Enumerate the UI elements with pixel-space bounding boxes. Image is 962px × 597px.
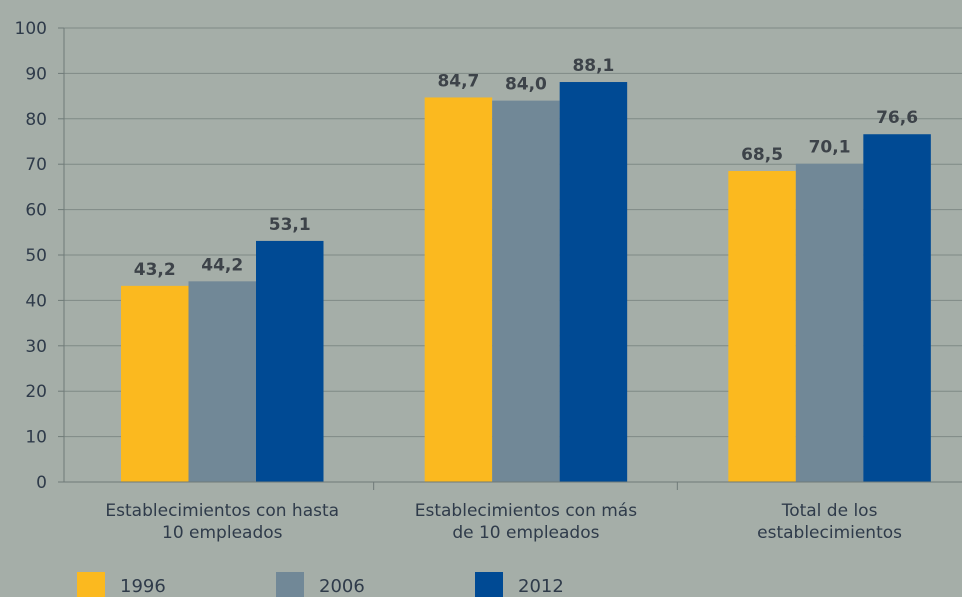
x-category-label-1-line-0: Establecimientos con más — [415, 501, 637, 521]
y-tick-label-60: 60 — [25, 201, 47, 221]
data-label-1996-0: 43,2 — [134, 260, 176, 280]
y-tick-label-30: 30 — [25, 337, 47, 357]
legend-swatch-2006[interactable] — [276, 572, 304, 597]
y-tick-label-80: 80 — [25, 110, 47, 130]
y-tick-label-20: 20 — [25, 382, 47, 402]
data-label-1996-1: 84,7 — [437, 71, 479, 91]
data-label-2006-2: 70,1 — [809, 138, 851, 158]
x-category-label-2-line-0: Total de los — [781, 501, 878, 521]
bar-1996-1 — [424, 97, 493, 482]
legend-label-2006: 2006 — [319, 576, 365, 597]
bar-2012-0 — [256, 240, 324, 482]
legend-label-1996: 1996 — [120, 576, 166, 597]
y-tick-label-100: 100 — [15, 19, 47, 39]
data-label-2012-0: 53,1 — [269, 215, 311, 235]
data-labels: 43,2 44,2 53,1 84,7 84,0 88,1 68,5 70,1 76,6 — [134, 56, 918, 280]
data-label-1996-2: 68,5 — [741, 145, 783, 165]
legend[interactable]: 1996 2006 2012 — [77, 572, 564, 597]
bar-2006-0 — [188, 281, 256, 482]
x-category-label-2-line-1: establecimientos — [757, 523, 902, 543]
y-axis-ticks: 0 10 20 30 40 50 60 70 80 90 100 — [15, 19, 64, 493]
data-label-2012-2: 76,6 — [876, 108, 918, 128]
y-tick-label-90: 90 — [25, 64, 47, 84]
bar-2012-1 — [559, 82, 628, 482]
y-tick-label-10: 10 — [25, 428, 47, 448]
y-tick-label-50: 50 — [25, 246, 47, 266]
y-tick-label-70: 70 — [25, 155, 47, 175]
bars — [121, 82, 931, 482]
bar-2012-2 — [863, 134, 931, 482]
bar-2006-2 — [795, 163, 864, 482]
bar-1996-2 — [728, 171, 796, 482]
bar-2006-1 — [492, 100, 560, 482]
x-category-label-0-line-0: Establecimientos con hasta — [105, 501, 339, 521]
data-label-2006-0: 44,2 — [201, 255, 243, 275]
data-label-2006-1: 84,0 — [505, 75, 547, 95]
legend-label-2012: 2012 — [518, 576, 564, 597]
bar-1996-0 — [121, 285, 189, 482]
x-category-label-1-line-1: de 10 empleados — [452, 523, 599, 543]
legend-swatch-1996[interactable] — [77, 572, 105, 597]
data-label-2012-1: 88,1 — [572, 56, 614, 76]
y-tick-label-40: 40 — [25, 291, 47, 311]
legend-swatch-2012[interactable] — [475, 572, 503, 597]
y-tick-label-0: 0 — [36, 473, 47, 493]
x-category-label-0-line-1: 10 empleados — [162, 523, 283, 543]
